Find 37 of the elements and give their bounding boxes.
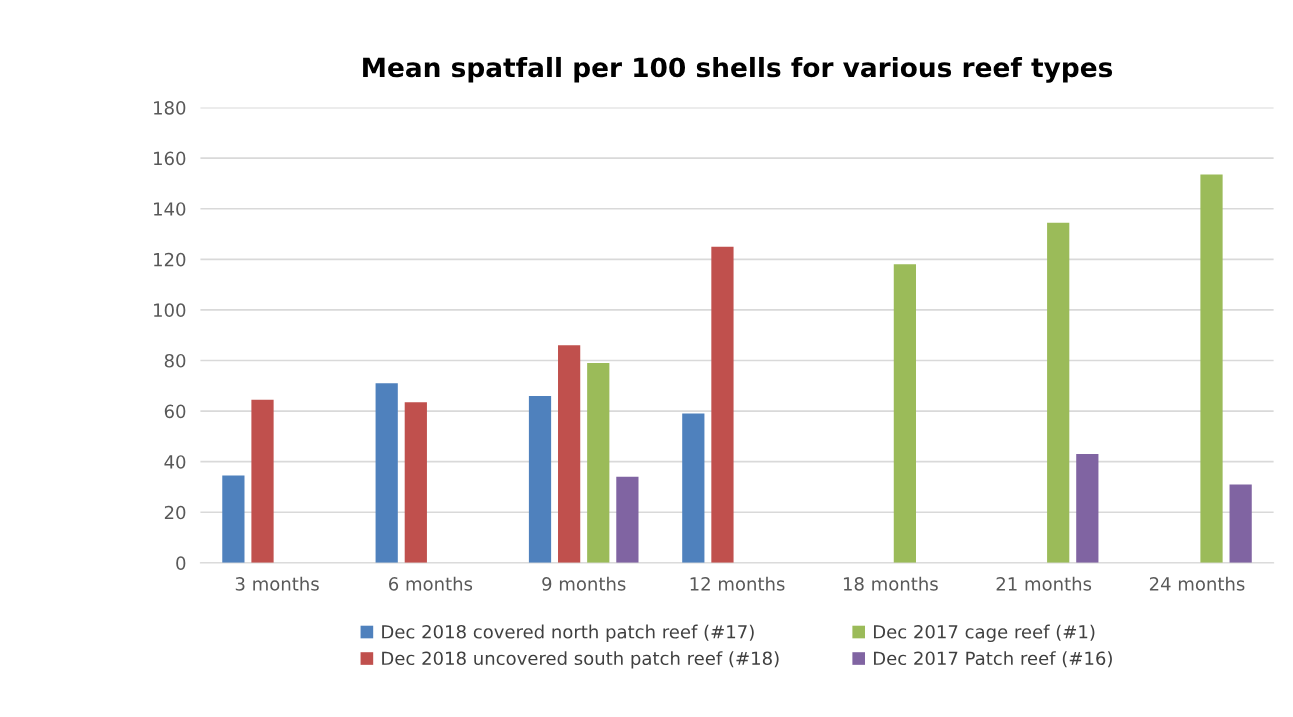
bar <box>893 264 916 563</box>
x-tick-label: 18 months <box>843 576 938 591</box>
bar <box>711 246 734 563</box>
y-tick-label: 60 <box>164 404 186 419</box>
x-tick-label: 6 months <box>389 576 473 591</box>
x-tick-label: 12 months <box>690 576 785 591</box>
bar <box>616 476 639 563</box>
bar <box>1076 454 1099 563</box>
y-tick-label: 100 <box>154 303 186 318</box>
bar <box>1229 484 1252 563</box>
chart-title: Mean spatfall per 100 shells for various reef types <box>363 56 1113 83</box>
bar <box>587 363 610 563</box>
x-tick-label: 9 months <box>542 576 626 591</box>
x-tick-label: 24 months <box>1149 576 1245 591</box>
bar <box>251 399 274 563</box>
x-tick-label: 21 months <box>996 576 1092 591</box>
bar <box>1200 174 1223 563</box>
y-tick-label: 0 <box>176 556 186 570</box>
y-tick-label: 40 <box>164 455 186 469</box>
bar <box>1047 222 1070 563</box>
x-tick-label: 3 months <box>235 576 319 591</box>
bar <box>222 475 245 563</box>
bar <box>558 345 581 563</box>
y-tick-label: 120 <box>154 252 186 267</box>
y-tick-label: 20 <box>164 505 186 520</box>
legend-label: Dec 2017 cage reef (#1) <box>874 624 1095 643</box>
y-tick-label: 160 <box>154 151 186 166</box>
bar <box>375 383 398 563</box>
bar <box>528 395 552 563</box>
y-tick-label: 180 <box>154 101 186 115</box>
legend-label: Dec 2018 covered north patch reef (#17) <box>382 624 754 643</box>
legend-label: Dec 2017 Patch reef (#16) <box>874 651 1112 668</box>
y-tick-label: 80 <box>164 353 186 368</box>
bar <box>682 413 705 563</box>
bar <box>404 402 427 563</box>
y-tick-label: 140 <box>154 202 186 216</box>
legend-label: Dec 2018 uncovered south patch reef (#18) <box>382 651 779 669</box>
